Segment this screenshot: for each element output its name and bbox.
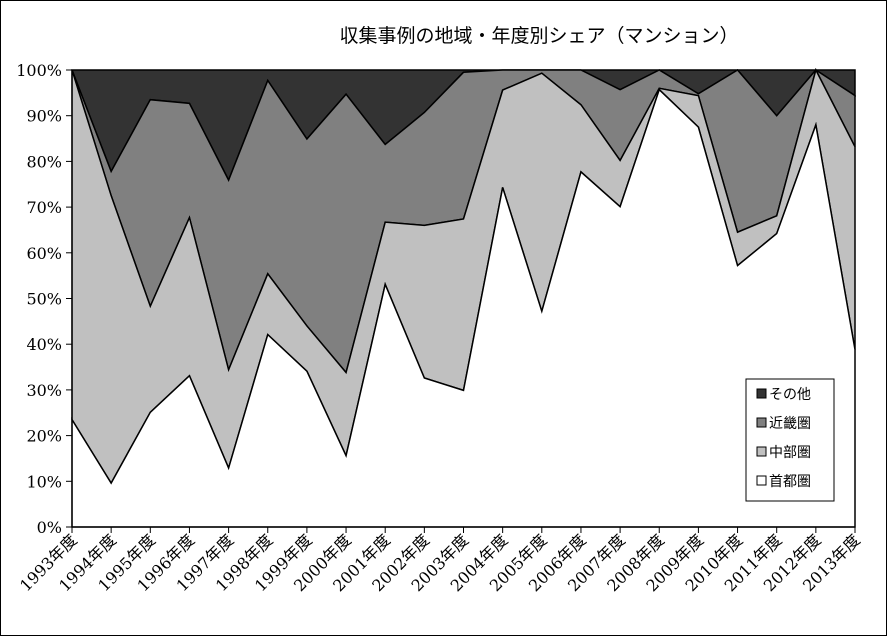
y-tick-label: 0% [37,518,62,537]
legend-label: 近畿圏 [769,416,811,432]
legend-label: その他 [769,387,811,403]
y-tick-label: 40% [26,335,62,354]
y-tick-label: 30% [26,381,62,400]
area-layers [70,67,856,528]
legend-swatch [756,446,767,457]
y-tick-label: 10% [26,472,62,491]
legend-label: 首都圏 [769,474,811,490]
y-tick-label: 100% [16,61,62,80]
y-tick-label: 70% [26,198,62,217]
legend-swatch [756,388,767,399]
chart-title: 収集事例の地域・年度別シェア（マンション） [339,25,738,47]
y-tick-label: 60% [26,244,62,263]
y-tick-label: 90% [26,107,62,126]
legend-swatch [756,475,767,486]
y-tick-labels: 0% 10% 20% 30% 40% 50% 60% 70% 80% 90% 100% [16,61,62,537]
x-tick-labels: 1993年度1994年度1995年度1996年度1997年度1998年度1999… [16,530,864,595]
y-tick-label: 20% [26,427,62,446]
y-tick-label: 80% [26,152,62,171]
y-tick-label: 50% [26,290,62,309]
legend-label: 中部圏 [769,445,811,461]
axes [66,69,856,533]
legend-swatch [756,417,767,428]
